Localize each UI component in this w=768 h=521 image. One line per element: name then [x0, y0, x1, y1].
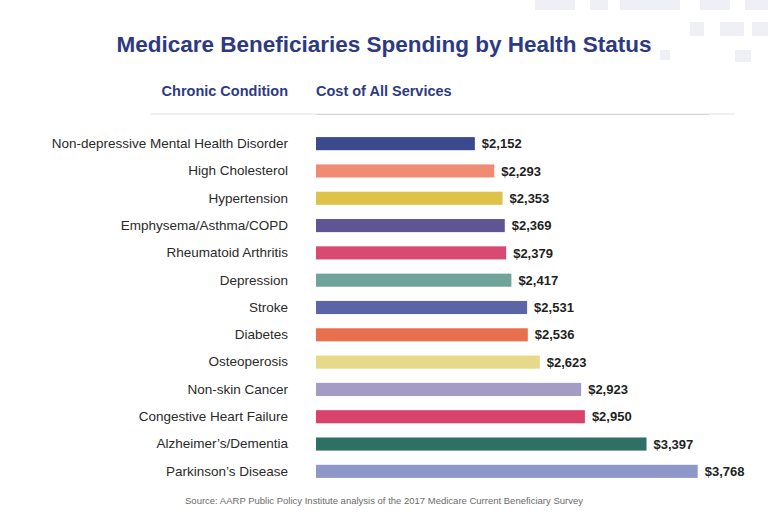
data-label: $2,536 — [535, 327, 575, 342]
y-tick: Non-skin Cancer — [187, 382, 288, 397]
data-label: $3,397 — [654, 437, 694, 452]
y-tick-label: Non-depressive Mental Health Disorder — [52, 136, 289, 151]
y-tick-label: Rheumatoid Arthritis — [166, 245, 288, 260]
y-tick: Congestive Heart Failure — [139, 409, 288, 424]
y-tick: Rheumatoid Arthritis — [166, 245, 288, 260]
decoration-square — [745, 0, 768, 10]
x-axis-title: Cost of All Services — [316, 83, 452, 99]
data-label: $2,531 — [534, 300, 574, 315]
decoration-square — [660, 50, 670, 60]
bar — [316, 301, 527, 314]
bar — [316, 356, 540, 369]
y-tick: Diabetes — [235, 327, 289, 342]
data-label: $2,369 — [512, 218, 552, 233]
bar — [316, 410, 585, 423]
y-tick: Depression — [220, 273, 288, 288]
bar — [316, 465, 698, 478]
data-label: $2,950 — [592, 409, 632, 424]
decoration-square — [720, 22, 744, 36]
title: Medicare Beneficiaries Spending by Healt… — [116, 32, 651, 57]
bar — [316, 437, 647, 450]
data-labels: $2,152 $2,293 $2,353 $2,369 $2,379 $2,417 $2,5… — [482, 136, 745, 479]
x-axis-line — [317, 114, 710, 115]
y-tick: Hypertension — [208, 191, 288, 206]
y-tick-label: Hypertension — [208, 191, 288, 206]
chart: Medicare Beneficiaries Spending by Healt… — [0, 0, 768, 521]
y-axis-title: Chronic Condition — [162, 83, 288, 99]
decoration-square — [752, 22, 768, 36]
source: Source: AARP Public Policy Institute ana… — [185, 495, 583, 506]
bar — [316, 192, 503, 205]
data-label: $2,623 — [547, 355, 587, 370]
y-tick-label: Osteoperosis — [208, 354, 288, 369]
decoration-square — [590, 0, 608, 10]
y-tick-label: Emphysema/Asthma/COPD — [121, 218, 289, 233]
bar — [316, 137, 475, 150]
bar — [316, 164, 494, 177]
decoration-square — [620, 0, 680, 10]
bar — [316, 219, 505, 232]
data-label: $3,768 — [705, 464, 745, 479]
y-tick-label: Diabetes — [235, 327, 289, 342]
y-tick-label: Congestive Heart Failure — [139, 409, 288, 424]
y-tick: Emphysema/Asthma/COPD — [121, 218, 289, 233]
bar — [316, 274, 511, 287]
decoration-square — [535, 0, 575, 10]
y-tick-label: Stroke — [249, 300, 288, 315]
data-label: $2,152 — [482, 136, 522, 151]
y-tick: High Cholesterol — [188, 163, 288, 178]
header-rule — [150, 114, 735, 115]
y-tick-label: Depression — [220, 273, 288, 288]
data-label: $2,379 — [513, 246, 553, 261]
decoration-square — [735, 50, 751, 62]
decoration-square — [690, 22, 704, 36]
y-tick: Alzheimer’s/Dementia — [156, 436, 288, 451]
decoration-square — [700, 0, 730, 10]
y-tick-label: Parkinson’s Disease — [166, 464, 288, 479]
y-tick: Parkinson’s Disease — [166, 464, 288, 479]
y-tick-label: Non-skin Cancer — [187, 382, 288, 397]
bars — [316, 137, 698, 478]
bar — [316, 383, 581, 396]
y-tick-label: High Cholesterol — [188, 163, 288, 178]
data-label: $2,923 — [588, 382, 628, 397]
y-tick: Osteoperosis — [208, 354, 288, 369]
y-axis: Non-depressive Mental Health Disorder Hig… — [52, 136, 289, 479]
y-tick: Stroke — [249, 300, 288, 315]
data-label: $2,293 — [501, 164, 541, 179]
bar — [316, 246, 506, 259]
bar — [316, 328, 528, 341]
data-label: $2,353 — [510, 191, 550, 206]
y-tick-label: Alzheimer’s/Dementia — [156, 436, 288, 451]
y-tick: Non-depressive Mental Health Disorder — [52, 136, 289, 151]
data-label: $2,417 — [518, 273, 558, 288]
x-axis — [317, 114, 710, 115]
